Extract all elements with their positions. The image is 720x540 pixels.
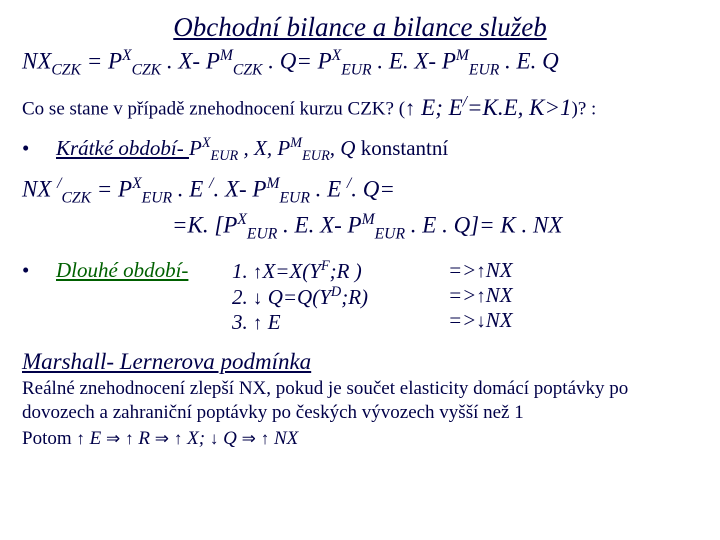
bullet-icon: • [22, 258, 56, 335]
bullet-icon: • [22, 136, 56, 161]
short-term-row: • Krátké období- PXEUR , X, PMEUR, Q kon… [22, 135, 698, 165]
up-arrow-icon: ↑ [125, 429, 134, 448]
sub: EUR [469, 61, 499, 78]
sub: EUR [341, 61, 371, 78]
long-term-list: 1. ↑X=X(YF;R ) 2. ↓ Q=Q(YD;R) 3. ↑ E [232, 258, 448, 335]
equation-2: NX /CZK = PXEUR . E /. X- PMEUR . E /. Q… [22, 175, 698, 207]
implies-icon: ⇒ [155, 429, 169, 448]
t: . E. X- P [372, 49, 456, 74]
sub: EUR [142, 189, 172, 206]
t: => [448, 308, 476, 332]
short-term-label: Krátké období- [56, 136, 189, 160]
sub: EUR [302, 148, 330, 164]
t: 2. [232, 285, 253, 309]
nx: NX [22, 49, 51, 74]
implies-icon: ⇒ [242, 429, 256, 448]
t: , Q [330, 136, 356, 160]
marshall-heading: Marshall- Lernerova podmínka [22, 349, 698, 375]
t: => [448, 258, 476, 282]
t: E [85, 428, 106, 449]
t: . X- P [161, 49, 220, 74]
sub: EUR [375, 226, 405, 243]
sup: X [132, 175, 142, 192]
sub: EUR [279, 189, 309, 206]
t: ;R ) [330, 259, 362, 283]
equation-3: =K. [PXEUR . E. X- PMEUR . E . Q]= K . N… [22, 211, 698, 243]
t: Q=Q(Y [262, 285, 330, 309]
page-title: Obchodní bilance a bilance služeb [22, 12, 698, 43]
sub: EUR [211, 148, 239, 164]
sup: M [456, 47, 469, 64]
t: X=X(Y [262, 259, 321, 283]
t: , X, P [238, 136, 290, 160]
t: . E. Q [499, 49, 558, 74]
sub: CZK [132, 61, 162, 78]
up-arrow-icon: ↑ [476, 286, 485, 307]
sup: X [202, 135, 211, 151]
sup: M [220, 47, 233, 64]
sub: CZK [233, 61, 263, 78]
t: Potom [22, 428, 76, 449]
sup: M [290, 135, 302, 151]
sub: CZK [51, 61, 81, 78]
implies-icon: ⇒ [106, 429, 120, 448]
t: =K.E, K>1 [467, 95, 572, 120]
t: NX [269, 428, 298, 449]
t: => [448, 283, 476, 307]
sup: X [332, 47, 342, 64]
up-arrow-icon: ↑ [405, 97, 415, 120]
t: ;R) [341, 285, 368, 309]
marshall-desc: Reálné znehodnocení zlepší NX, pokud je … [22, 377, 698, 426]
equation-1: NXCZK = PXCZK . X- PMCZK . Q= PXEUR . E.… [22, 47, 698, 79]
t: = P [91, 177, 132, 202]
sup: D [331, 284, 341, 300]
t: konstantní [355, 136, 448, 160]
t: NX [22, 177, 57, 202]
sup: M [362, 211, 375, 228]
sup: X [122, 47, 132, 64]
t: NX [486, 258, 513, 282]
t: E [262, 310, 280, 334]
sub: EUR [247, 226, 277, 243]
t: . Q= P [262, 49, 331, 74]
t: Q [218, 428, 241, 449]
t: X; [182, 428, 209, 449]
long-term-row: • Dlouhé období- 1. ↑X=X(YF;R ) 2. ↓ Q=Q… [22, 258, 698, 335]
t: 1. [232, 259, 253, 283]
t: . E [172, 177, 209, 202]
down-arrow-icon: ↓ [476, 311, 485, 332]
sup: M [266, 175, 279, 192]
t: . E. X- P [277, 213, 361, 238]
t: NX [486, 283, 513, 307]
t: = P [81, 49, 122, 74]
t: . E [310, 177, 347, 202]
t: R [134, 428, 155, 449]
up-arrow-icon: ↑ [261, 429, 270, 448]
long-term-label: Dlouhé období- [56, 258, 232, 335]
t: 3. [232, 310, 253, 334]
t: P [189, 136, 202, 160]
sup: F [321, 258, 330, 274]
t: . E . Q]= K . NX [405, 213, 562, 238]
t: NX [486, 308, 513, 332]
question: Co se stane v případě znehodnocení kurzu… [22, 93, 698, 121]
sup: X [237, 211, 247, 228]
sub: CZK [61, 189, 91, 206]
t: . Q= [351, 177, 395, 202]
t: Co se stane v případě znehodnocení kurzu… [22, 99, 405, 120]
t: . X- P [213, 177, 266, 202]
long-term-results: =>↑NX =>↑NX =>↓NX [448, 258, 513, 335]
t: E; E [415, 95, 462, 120]
t: )? : [572, 99, 597, 120]
up-arrow-icon: ↑ [76, 429, 85, 448]
up-arrow-icon: ↑ [476, 261, 485, 282]
marshall-conclusion: Potom ↑ E ⇒ ↑ R ⇒ ↑ X; ↓ Q ⇒ ↑ NX [22, 428, 698, 450]
t: =K. [P [172, 213, 237, 238]
